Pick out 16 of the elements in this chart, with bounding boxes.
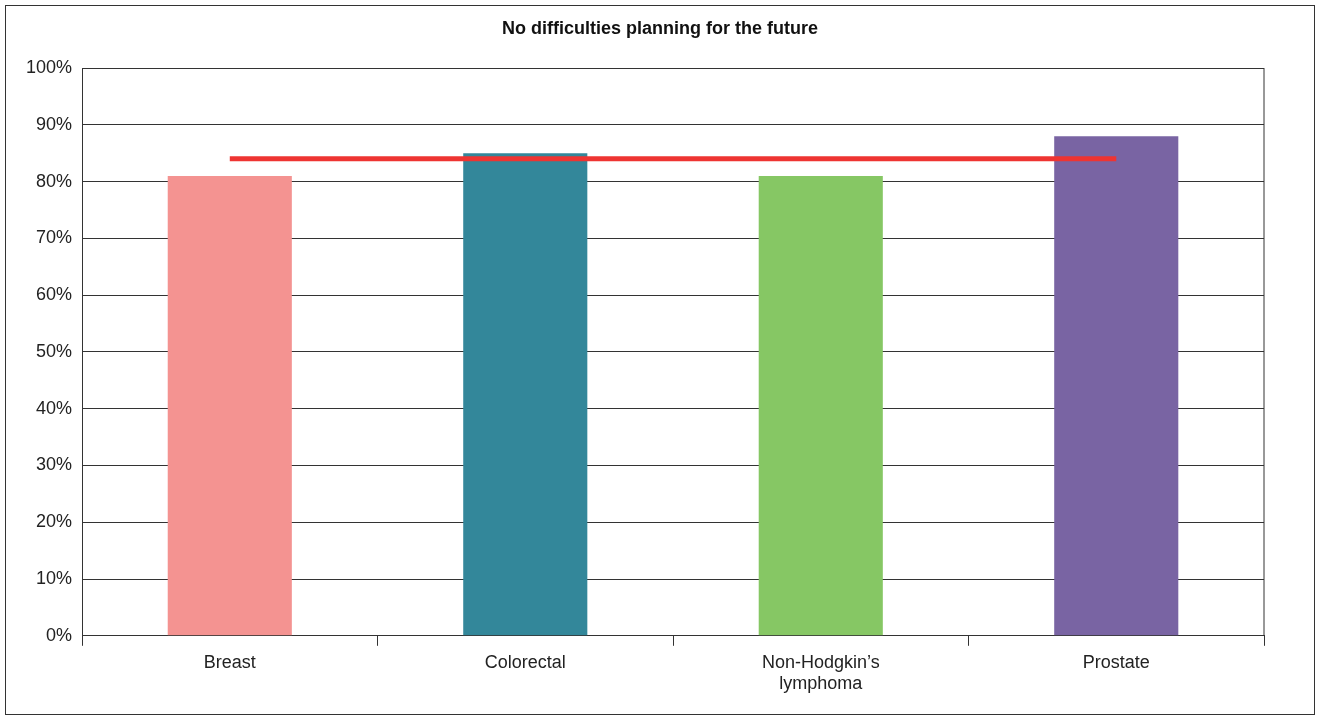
y-tick-label: 10% [36, 567, 73, 588]
x-tick-label: Colorectal [484, 651, 566, 672]
y-tick-label: 50% [36, 340, 73, 361]
x-tick-label: Breast [203, 651, 256, 672]
y-tick-label: 90% [36, 113, 73, 134]
y-tick-label: 20% [36, 511, 73, 532]
y-tick-label: 30% [36, 454, 73, 475]
x-tick-label: Non-Hodgkin’s lymphoma [761, 651, 880, 694]
y-tick-label: 60% [36, 284, 73, 305]
chart-title: No difficulties planning for the future [501, 18, 819, 39]
y-tick-label: 100% [25, 56, 73, 77]
y-tick-label: 70% [36, 227, 73, 248]
y-tick-label: 0% [46, 624, 73, 645]
y-tick-label: 80% [36, 170, 73, 191]
x-tick-label: Prostate [1082, 651, 1150, 672]
y-tick-label: 40% [36, 397, 73, 418]
